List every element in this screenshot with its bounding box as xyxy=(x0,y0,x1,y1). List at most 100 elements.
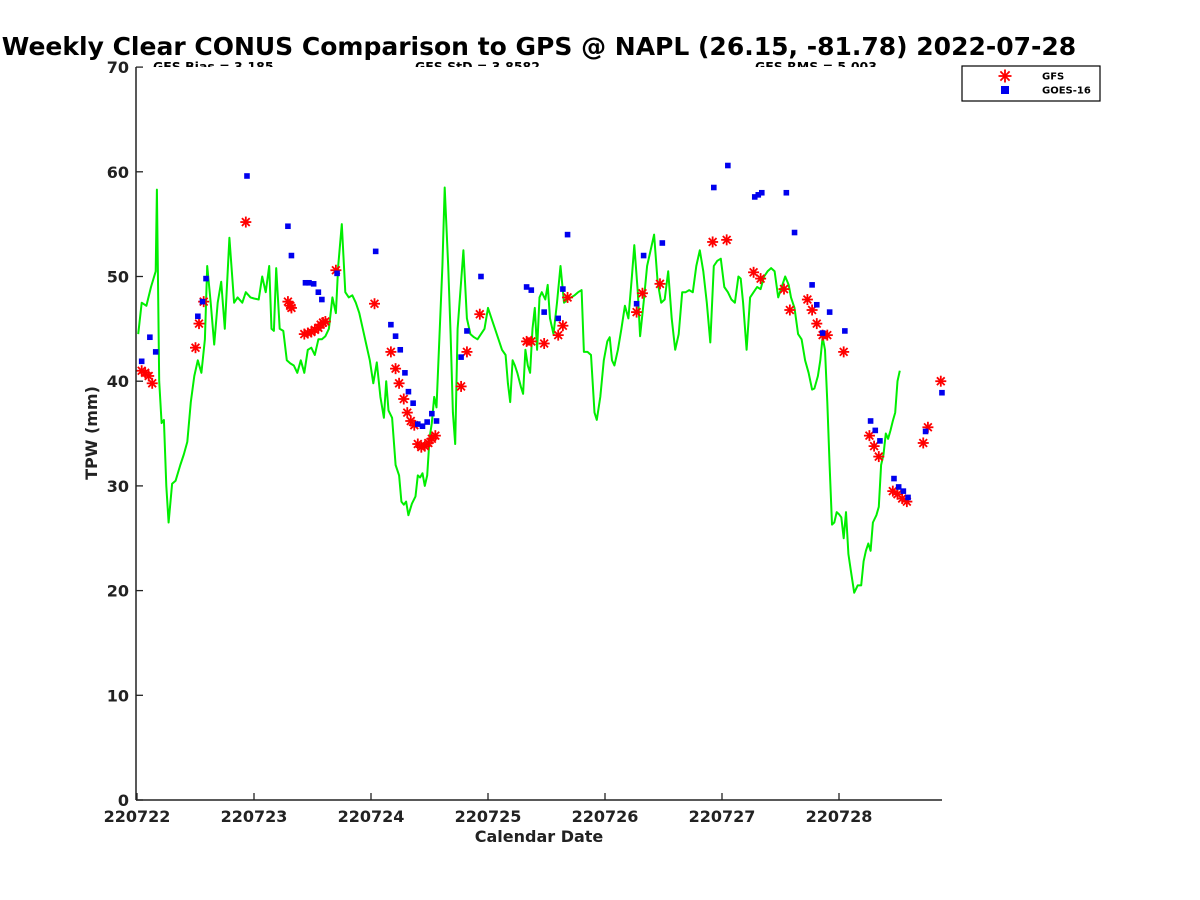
x-tick-label: 220727 xyxy=(689,807,756,826)
y-axis-label: TPW (mm) xyxy=(82,386,101,480)
gfs-point xyxy=(398,393,410,405)
y-tick-label: 60 xyxy=(107,163,129,182)
y-axis-ticks: 0 10 20 30 40 50 60 70 xyxy=(107,58,143,810)
gfs-point xyxy=(868,440,880,452)
gfs-point xyxy=(455,380,467,392)
y-tick-label: 10 xyxy=(107,686,129,705)
goes16-point xyxy=(564,231,571,238)
x-tick-label: 220723 xyxy=(221,807,288,826)
goes16-point xyxy=(388,321,394,328)
gfs-point xyxy=(778,283,790,295)
goes16-point xyxy=(464,328,470,334)
goes16-point xyxy=(783,189,790,196)
legend: GFS GOES-16 xyxy=(961,65,1101,102)
goes16-point xyxy=(392,333,399,339)
goes16-point xyxy=(900,488,907,494)
goes16-point xyxy=(867,418,874,424)
gfs-point xyxy=(748,266,760,278)
y-tick-label: 0 xyxy=(118,791,129,810)
gfs-point xyxy=(319,316,331,328)
goes16-point xyxy=(405,388,412,395)
goes16-point xyxy=(809,282,815,288)
goes16-point xyxy=(922,428,929,435)
gfs-point xyxy=(557,320,569,332)
goes16-point xyxy=(152,349,159,355)
goes16-point xyxy=(528,287,535,293)
gfs-point xyxy=(784,304,796,316)
legend-box xyxy=(961,65,1101,102)
goes16-point xyxy=(288,252,295,259)
gfs-point xyxy=(873,451,885,463)
gfs-point xyxy=(631,306,643,318)
goes16-point xyxy=(905,494,911,501)
goes16-point xyxy=(842,328,848,334)
gfs-point xyxy=(146,377,158,389)
x-axis-label: Calendar Date xyxy=(475,827,604,846)
gfs-point xyxy=(755,273,767,285)
gfs-point xyxy=(240,216,252,228)
gfs-point xyxy=(525,335,537,347)
gfs-point xyxy=(429,430,441,442)
goes16-point xyxy=(199,298,206,305)
goes16-point xyxy=(433,418,440,424)
goes16-point xyxy=(939,389,945,396)
gps-series xyxy=(137,186,901,594)
legend-gfs-marker xyxy=(998,69,1012,83)
gfs-point xyxy=(385,346,397,358)
goes16-point xyxy=(302,279,309,286)
goes16-point xyxy=(285,223,291,230)
goes16-point xyxy=(410,400,416,406)
gfs-point xyxy=(838,346,850,358)
gfs-point xyxy=(369,298,381,310)
gps-line xyxy=(137,186,901,594)
gfs-point xyxy=(811,318,823,330)
gfs-point xyxy=(863,430,875,442)
goes16-point xyxy=(895,484,902,490)
goes16-point xyxy=(147,334,153,341)
goes16-point xyxy=(560,286,566,292)
goes16-point xyxy=(415,421,421,427)
goes16-point xyxy=(138,358,145,365)
legend-label: GFS xyxy=(1042,72,1064,83)
goes16-point xyxy=(872,427,879,434)
gfs-point xyxy=(461,346,473,358)
gfs-point xyxy=(935,375,947,387)
goes16-point xyxy=(523,284,530,290)
gfs-point xyxy=(636,287,648,299)
goes16-series xyxy=(138,162,945,501)
goes16-point xyxy=(711,184,717,191)
gfs-point xyxy=(917,437,929,449)
goes16-point xyxy=(424,419,430,425)
goes16-point xyxy=(755,192,762,198)
goes16-point xyxy=(244,173,250,179)
goes16-point xyxy=(319,296,325,303)
goes16-point xyxy=(819,330,826,336)
chart-title: Weekly Clear CONUS Comparison to GPS @ N… xyxy=(2,32,1076,61)
gfs-point xyxy=(552,329,564,341)
gfs-point xyxy=(801,294,813,306)
goes16-point xyxy=(478,273,484,280)
x-tick-label: 220722 xyxy=(104,807,171,826)
x-tick-label: 220724 xyxy=(338,807,405,826)
y-tick-label: 70 xyxy=(107,58,129,77)
goes16-point xyxy=(402,370,408,376)
goes16-point xyxy=(397,346,404,353)
x-tick-label: 220728 xyxy=(806,807,873,826)
gfs-point xyxy=(393,377,405,389)
gfs-point xyxy=(401,407,413,419)
goes16-point xyxy=(826,309,833,315)
gfs-point xyxy=(190,342,201,354)
goes16-point xyxy=(791,229,798,236)
legend-goes16-marker xyxy=(1001,86,1009,94)
goes16-point xyxy=(310,281,317,287)
goes16-point xyxy=(640,252,647,259)
goes16-point xyxy=(633,300,640,307)
goes16-point xyxy=(306,279,312,286)
goes16-point xyxy=(429,410,435,417)
y-tick-label: 30 xyxy=(107,477,129,496)
gfs-point xyxy=(285,302,297,314)
gfs-point xyxy=(562,291,574,303)
gfs-point xyxy=(538,338,550,350)
gfs-point xyxy=(721,234,733,246)
